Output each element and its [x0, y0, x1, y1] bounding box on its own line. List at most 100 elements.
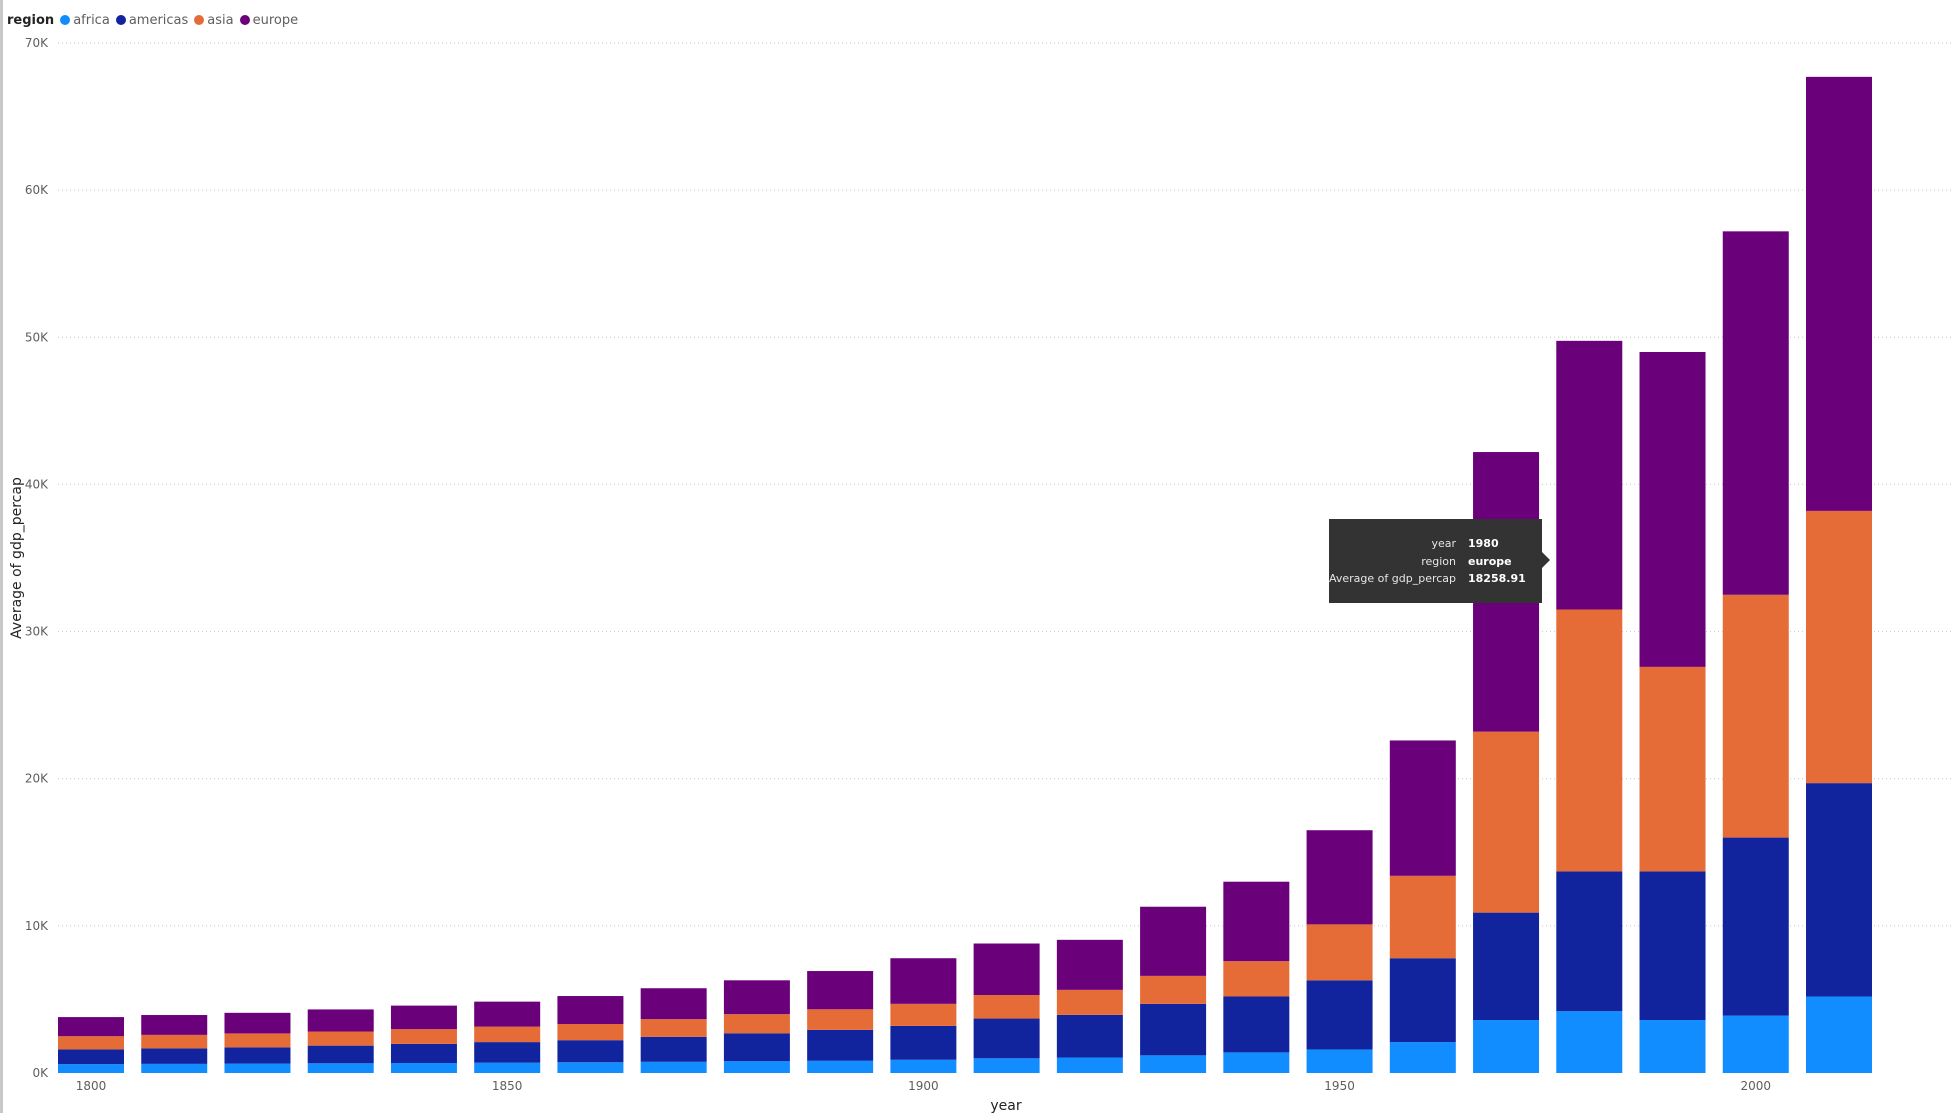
bar-segment-europe[interactable] [1056, 939, 1123, 990]
bar-stack-1870[interactable] [640, 988, 707, 1073]
bar-segment-asia[interactable] [1056, 989, 1123, 1015]
legend-item-europe[interactable]: europe [239, 13, 298, 28]
bar-segment-asia[interactable] [58, 1036, 124, 1050]
bar-segment-asia[interactable] [807, 1009, 874, 1030]
bar-stack-1980[interactable] [1556, 340, 1623, 1073]
bar-stack-1860[interactable] [557, 996, 624, 1073]
bar-segment-asia[interactable] [224, 1033, 291, 1048]
bar-segment-europe[interactable] [973, 943, 1040, 996]
bar-stack-1850[interactable] [474, 1001, 541, 1073]
bar-segment-europe[interactable] [557, 996, 624, 1025]
bar-segment-africa[interactable] [1223, 1052, 1290, 1073]
bar-stack-2000[interactable] [1722, 231, 1789, 1073]
bar-segment-americas[interactable] [390, 1043, 457, 1063]
bar-segment-americas[interactable] [723, 1033, 790, 1062]
bar-segment-americas[interactable] [557, 1040, 624, 1063]
bar-segment-africa[interactable] [1306, 1049, 1373, 1073]
bar-segment-asia[interactable] [1556, 609, 1623, 872]
bar-segment-asia[interactable] [474, 1026, 541, 1043]
bar-segment-europe[interactable] [723, 980, 790, 1015]
bar-segment-africa[interactable] [1473, 1020, 1540, 1073]
bar-segment-americas[interactable] [1140, 1003, 1207, 1056]
bar-segment-europe[interactable] [58, 1017, 124, 1037]
bar-stack-1960[interactable] [1389, 740, 1456, 1073]
bar-segment-americas[interactable] [58, 1049, 124, 1065]
bar-segment-africa[interactable] [224, 1063, 291, 1073]
bar-segment-americas[interactable] [1556, 871, 1623, 1012]
bar-segment-americas[interactable] [1056, 1014, 1123, 1058]
bar-segment-asia[interactable] [973, 995, 1040, 1019]
bar-segment-asia[interactable] [1223, 961, 1290, 997]
bar-segment-asia[interactable] [1473, 731, 1540, 913]
bar-stack-1950[interactable] [1306, 830, 1373, 1073]
bar-segment-americas[interactable] [1223, 996, 1290, 1053]
bar-segment-americas[interactable] [307, 1045, 374, 1064]
bar-stack-1890[interactable] [807, 971, 874, 1073]
bar-segment-europe[interactable] [1223, 881, 1290, 962]
bar-segment-asia[interactable] [723, 1014, 790, 1034]
bar-stack-1810[interactable] [141, 1015, 208, 1073]
bar-segment-americas[interactable] [224, 1047, 291, 1064]
bar-segment-europe[interactable] [1556, 340, 1623, 610]
bar-segment-europe[interactable] [807, 971, 874, 1010]
bar-segment-africa[interactable] [1556, 1011, 1623, 1073]
bar-segment-asia[interactable] [390, 1029, 457, 1044]
bar-segment-asia[interactable] [1306, 924, 1373, 981]
bar-segment-europe[interactable] [1639, 352, 1706, 667]
bar-segment-americas[interactable] [1306, 980, 1373, 1050]
bar-segment-africa[interactable] [1722, 1015, 1789, 1073]
legend-item-asia[interactable]: asia [194, 13, 234, 28]
bar-segment-asia[interactable] [1140, 975, 1207, 1004]
bar-segment-americas[interactable] [890, 1025, 957, 1060]
bar-stack-1900[interactable] [890, 958, 957, 1073]
bar-segment-americas[interactable] [1806, 783, 1872, 997]
bar-stack-1880[interactable] [723, 980, 790, 1073]
bar-segment-americas[interactable] [640, 1036, 707, 1062]
bar-segment-europe[interactable] [1306, 830, 1373, 925]
bar-segment-asia[interactable] [141, 1034, 208, 1049]
bar-segment-asia[interactable] [1389, 875, 1456, 959]
bar-segment-africa[interactable] [1389, 1042, 1456, 1073]
bar-segment-asia[interactable] [890, 1003, 957, 1026]
bar-segment-americas[interactable] [474, 1042, 541, 1063]
bar-stack-1920[interactable] [1056, 939, 1123, 1073]
legend-item-americas[interactable]: americas [115, 13, 188, 28]
bar-segment-africa[interactable] [474, 1062, 541, 1073]
bar-stack-1930[interactable] [1140, 906, 1207, 1073]
bar-segment-americas[interactable] [1639, 871, 1706, 1021]
bar-stack-1990[interactable] [1639, 352, 1706, 1073]
bar-segment-africa[interactable] [390, 1062, 457, 1073]
bar-segment-africa[interactable] [1056, 1057, 1123, 1073]
bar-segment-europe[interactable] [141, 1015, 208, 1035]
bar-segment-asia[interactable] [1806, 510, 1872, 784]
bar-segment-asia[interactable] [1639, 666, 1706, 872]
legend-item-africa[interactable]: africa [60, 13, 110, 28]
bar-segment-asia[interactable] [1722, 594, 1789, 838]
bar-segment-americas[interactable] [1389, 958, 1456, 1043]
bar-segment-europe[interactable] [390, 1005, 457, 1030]
bar-segment-africa[interactable] [557, 1062, 624, 1073]
bar-segment-americas[interactable] [807, 1029, 874, 1061]
bar-stack-1940[interactable] [1223, 881, 1290, 1073]
bar-segment-europe[interactable] [474, 1001, 541, 1027]
bar-stack-1910[interactable] [973, 943, 1040, 1073]
bar-segment-europe[interactable] [224, 1012, 291, 1034]
bar-segment-africa[interactable] [141, 1063, 208, 1073]
bar-segment-asia[interactable] [640, 1019, 707, 1037]
bar-segment-europe[interactable] [640, 988, 707, 1020]
bar-segment-americas[interactable] [1473, 912, 1540, 1021]
bar-stack-1830[interactable] [307, 1009, 374, 1073]
bar-segment-europe[interactable] [1722, 231, 1789, 595]
bar-segment-asia[interactable] [557, 1024, 624, 1041]
bar-stack-2010[interactable] [1806, 76, 1872, 1073]
bar-segment-africa[interactable] [973, 1058, 1040, 1073]
bar-stack-1820[interactable] [224, 1012, 291, 1073]
bar-segment-africa[interactable] [723, 1061, 790, 1073]
bar-segment-africa[interactable] [307, 1063, 374, 1073]
bar-segment-africa[interactable] [1806, 996, 1872, 1073]
bar-stack-1840[interactable] [390, 1005, 457, 1073]
bar-segment-europe[interactable] [890, 958, 957, 1004]
bar-segment-europe[interactable] [1806, 76, 1872, 511]
bar-segment-europe[interactable] [307, 1009, 374, 1032]
bar-segment-americas[interactable] [973, 1018, 1040, 1059]
